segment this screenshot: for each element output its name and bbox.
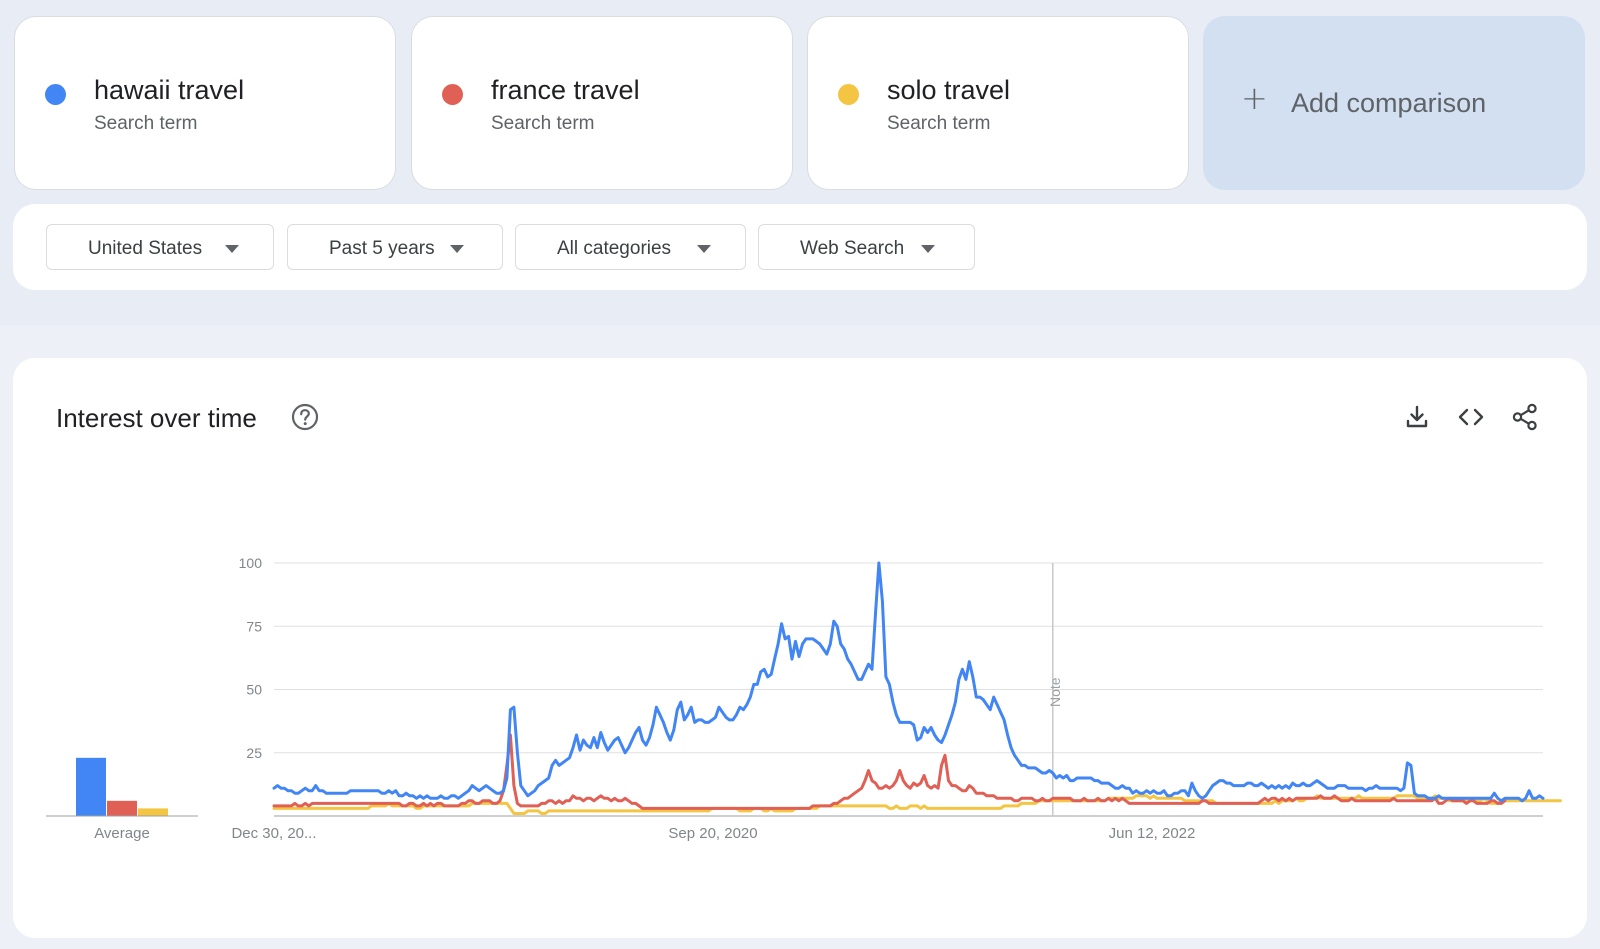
filter-bar: United States Past 5 years All categorie… xyxy=(13,204,1587,290)
note-annotation: Note xyxy=(1047,677,1063,707)
embed-code-icon[interactable] xyxy=(1456,402,1486,432)
x-tick-label: Sep 20, 2020 xyxy=(668,825,757,842)
plus-icon: + xyxy=(1241,79,1268,117)
term-color-dot-icon xyxy=(45,84,66,105)
series-line-1 xyxy=(272,733,1507,810)
search-type-filter-dropdown[interactable]: Web Search xyxy=(758,224,975,270)
add-comparison-button[interactable]: + Add comparison xyxy=(1203,16,1585,190)
y-tick-label: 50 xyxy=(246,682,262,698)
term-card-solo[interactable]: solo travel Search term xyxy=(807,16,1189,190)
term-subtitle: Search term xyxy=(94,113,198,134)
average-bar xyxy=(76,757,106,816)
term-name: france travel xyxy=(491,75,640,105)
term-card-hawaii[interactable]: hawaii travel Search term xyxy=(14,16,396,190)
time-range-filter-dropdown[interactable]: Past 5 years xyxy=(287,224,503,270)
x-tick-label: Jun 12, 2022 xyxy=(1109,825,1196,842)
caret-down-icon xyxy=(921,245,935,253)
share-icon[interactable] xyxy=(1510,402,1540,432)
panel-title: Interest over time xyxy=(56,403,257,433)
category-filter-dropdown[interactable]: All categories xyxy=(515,224,746,270)
caret-down-icon xyxy=(697,245,711,253)
term-color-dot-icon xyxy=(838,84,859,105)
caret-down-icon xyxy=(225,245,239,253)
term-subtitle: Search term xyxy=(887,113,991,134)
time-range-filter-label: Past 5 years xyxy=(329,238,435,259)
y-tick-label: 25 xyxy=(246,745,262,761)
category-filter-label: All categories xyxy=(557,238,672,259)
series-line-2 xyxy=(272,794,1562,815)
average-label: Average xyxy=(94,825,150,842)
average-bar xyxy=(138,808,168,816)
x-tick-label: Dec 30, 20... xyxy=(231,825,316,842)
region-filter-dropdown[interactable]: United States xyxy=(46,224,274,270)
search-type-filter-label: Web Search xyxy=(800,238,905,259)
term-name: solo travel xyxy=(887,75,1011,105)
term-color-dot-icon xyxy=(442,84,463,105)
caret-down-icon xyxy=(450,245,464,253)
average-bar xyxy=(107,800,137,816)
region-filter-label: United States xyxy=(88,238,203,259)
help-circle-icon[interactable] xyxy=(290,402,320,432)
term-card-france[interactable]: france travel Search term xyxy=(411,16,793,190)
y-tick-label: 75 xyxy=(246,618,262,634)
y-tick-label: 100 xyxy=(239,555,263,571)
download-icon[interactable] xyxy=(1402,402,1432,432)
term-name: hawaii travel xyxy=(94,75,245,105)
series-line-0 xyxy=(272,561,1545,803)
term-subtitle: Search term xyxy=(491,113,595,134)
add-comparison-label: Add comparison xyxy=(1291,88,1487,118)
